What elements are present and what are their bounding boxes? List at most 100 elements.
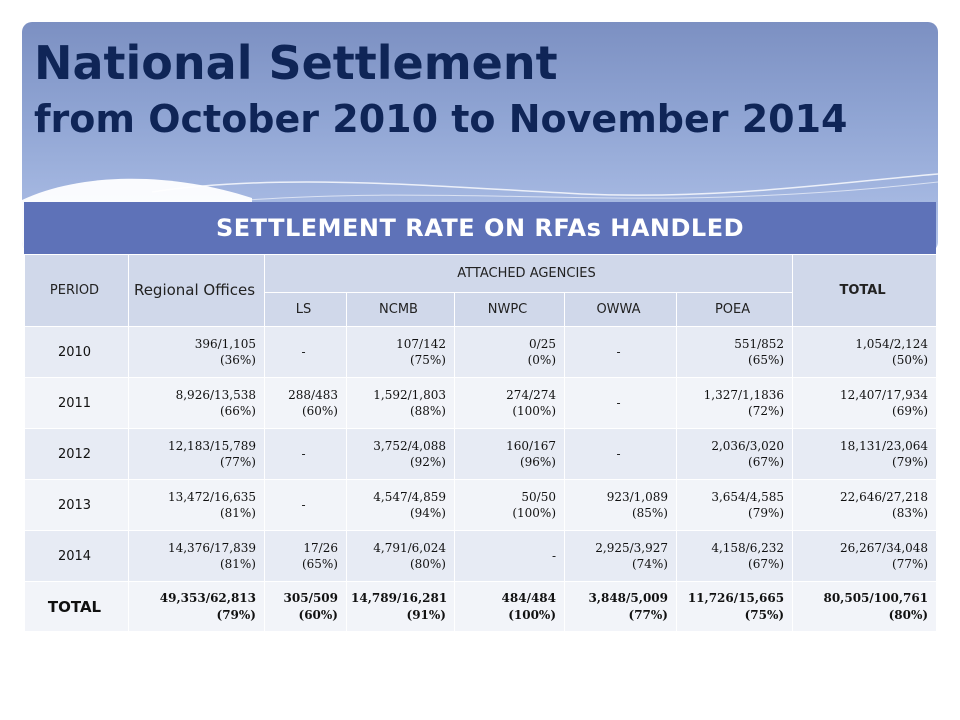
cell-regional-offices: 13,472/16,635 (81%) (128, 479, 265, 531)
cell-count: 18,131/23,064 (840, 438, 929, 453)
cell-ncmb: 4,547/4,859 (94%) (346, 479, 455, 531)
table-row: 2014 14,376/17,839 (81%) 17/26 (65%) 4,791/6,… (24, 530, 938, 582)
cell-regional-offices: 12,183/15,789 (77%) (128, 428, 265, 480)
cell-total: 80,505/100,761 (80%) (792, 581, 938, 632)
cell-count: 160/167 (506, 438, 556, 453)
cell-count: 1,054/2,124 (855, 336, 929, 351)
cell-ncmb: 14,789/16,281 (91%) (346, 581, 455, 632)
total-label-cell: TOTAL (24, 581, 129, 632)
header-total: TOTAL (792, 254, 938, 327)
header-agency-ls: LS (264, 292, 347, 327)
cell-percent: (92%) (409, 455, 446, 469)
cell-percent: (79%) (748, 506, 785, 520)
cell-regional-offices: 8,926/13,538 (66%) (128, 377, 265, 429)
cell-count: 17/26 (303, 540, 338, 555)
cell-percent: (79%) (216, 607, 256, 622)
cell-percent: (65%) (301, 557, 338, 571)
cell-owwa-empty: - (564, 428, 677, 480)
cell-owwa-empty: - (564, 377, 677, 429)
cell-count: 8,926/13,538 (175, 387, 256, 402)
cell-count: 14,376/17,839 (167, 540, 256, 555)
cell-total: 12,407/17,934 (69%) (792, 377, 938, 429)
cell-count: 11,726/15,665 (687, 591, 785, 606)
cell-count: 2,036/3,020 (711, 438, 785, 453)
cell-percent: (50%) (892, 353, 929, 367)
header-period: PERIOD (24, 254, 129, 327)
header-regional-offices: Regional Offices (128, 254, 265, 327)
cell-percent: (96%) (519, 455, 556, 469)
cell-nwpc: 484/484 (100%) (454, 581, 565, 632)
cell-count: 80,505/100,761 (823, 591, 929, 606)
cell-count: 1,327/1,1836 (703, 387, 785, 402)
cell-poea: 2,036/3,020 (67%) (675, 428, 794, 480)
cell-count: 12,407/17,934 (840, 387, 929, 402)
cell-count: 551/852 (734, 336, 785, 351)
cell-poea: 4,158/6,232 (67%) (675, 530, 794, 582)
cell-percent: (60%) (298, 607, 338, 622)
cell-percent: (80%) (888, 607, 929, 622)
cell-percent: (94%) (409, 506, 446, 520)
header-agency-ncmb: NCMB (346, 292, 455, 327)
cell-count: 0/25 (529, 336, 556, 351)
cell-percent: (67%) (748, 455, 785, 469)
cell-total: 22,646/27,218 (83%) (792, 479, 938, 531)
cell-percent: (81%) (219, 557, 256, 571)
cell-count: 305/509 (283, 591, 338, 606)
cell-ncmb: 1,592/1,803 (88%) (346, 377, 455, 429)
cell-count: 3,848/5,009 (588, 591, 668, 606)
cell-ncmb: 4,791/6,024 (80%) (346, 530, 455, 582)
period-cell: 2010 (24, 326, 129, 378)
cell-percent: (81%) (219, 506, 256, 520)
period-cell: 2013 (24, 479, 129, 531)
cell-ls-empty: - (264, 326, 347, 378)
title-line-1: National Settlement (34, 36, 558, 90)
cell-percent: (60%) (301, 404, 338, 418)
cell-regional-offices: 14,376/17,839 (81%) (128, 530, 265, 582)
settlement-table-container: SETTLEMENT RATE ON RFAs HANDLED PERIOD R… (24, 202, 938, 632)
cell-percent: (79%) (892, 455, 929, 469)
cell-owwa: 923/1,089 (85%) (564, 479, 677, 531)
cell-percent: (91%) (406, 607, 446, 622)
cell-percent: (80%) (409, 557, 446, 571)
cell-count: 3,752/4,088 (373, 438, 446, 453)
cell-count: 484/484 (501, 591, 556, 606)
cell-percent: (88%) (409, 404, 446, 418)
cell-owwa-empty: - (564, 326, 677, 378)
cell-percent: (100%) (512, 506, 556, 520)
header-attached-agencies: ATTACHED AGENCIES (263, 254, 794, 293)
cell-count: 50/50 (521, 489, 556, 504)
page-title: National Settlement from October 2010 to… (34, 40, 848, 138)
cell-count: 107/142 (396, 336, 446, 351)
cell-nwpc: 274/274 (100%) (454, 377, 565, 429)
cell-count: 49,353/62,813 (159, 591, 256, 606)
cell-count: 274/274 (506, 387, 556, 402)
cell-ncmb: 3,752/4,088 (92%) (346, 428, 455, 480)
cell-percent: (74%) (631, 557, 668, 571)
header-agency-poea: POEA (675, 292, 794, 327)
cell-percent: (0%) (527, 353, 556, 367)
cell-regional-offices: 49,353/62,813 (79%) (128, 581, 265, 632)
cell-percent: (75%) (744, 607, 785, 622)
cell-percent: (85%) (631, 506, 668, 520)
cell-percent: (67%) (748, 557, 785, 571)
table-row: 2011 8,926/13,538 (66%) 288/483 (60%) 1,592/1… (24, 377, 938, 429)
cell-nwpc: 160/167 (96%) (454, 428, 565, 480)
cell-count: 22,646/27,218 (840, 489, 929, 504)
cell-ls: 305/509 (60%) (264, 581, 347, 632)
cell-percent: (66%) (219, 404, 256, 418)
cell-count: 13,472/16,635 (167, 489, 256, 504)
cell-percent: (72%) (748, 404, 785, 418)
table-row: 2012 12,183/15,789 (77%) -3,752/4,088 (92%) 1… (24, 428, 938, 480)
period-cell: 2014 (24, 530, 129, 582)
cell-percent: (83%) (892, 506, 929, 520)
cell-ls-empty: - (264, 428, 347, 480)
cell-percent: (75%) (409, 353, 446, 367)
header-agency-nwpc: NWPC (454, 292, 565, 327)
cell-ls: 17/26 (65%) (264, 530, 347, 582)
period-cell: 2011 (24, 377, 129, 429)
cell-percent: (77%) (892, 557, 929, 571)
cell-poea: 551/852 (65%) (675, 326, 794, 378)
cell-count: 26,267/34,048 (840, 540, 929, 555)
cell-ncmb: 107/142 (75%) (346, 326, 455, 378)
cell-count: 396/1,105 (194, 336, 256, 351)
